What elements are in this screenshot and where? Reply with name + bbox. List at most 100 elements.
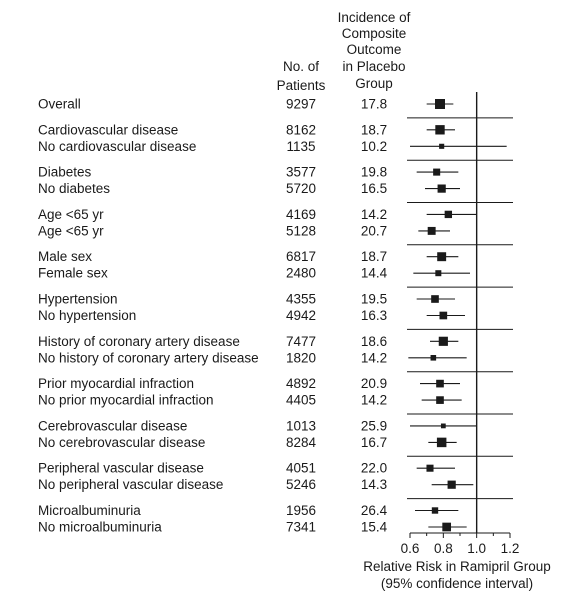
row-label: Age <65 yr — [38, 207, 104, 222]
point-estimate — [435, 99, 445, 109]
row-patient-count: 6817 — [286, 249, 316, 264]
row-incidence: 17.8 — [361, 97, 387, 112]
row-label: Female sex — [38, 266, 108, 281]
row-patient-count: 7341 — [286, 520, 316, 535]
point-estimate — [444, 210, 453, 219]
row-label: Age <65 yr — [38, 223, 104, 238]
row-incidence: 14.3 — [361, 477, 387, 492]
incidence-header-line-3: Outcome — [347, 42, 402, 57]
row-label: Diabetes — [38, 165, 92, 180]
row-incidence: 22.0 — [361, 461, 387, 476]
row-label: Peripheral vascular disease — [38, 461, 204, 476]
row-patient-count: 4405 — [286, 393, 316, 408]
row-incidence: 16.7 — [361, 435, 387, 450]
row-group: Age <65 yr 4169 14.2 Age <65 yr 5128 20.7 — [38, 207, 387, 239]
plot-area — [407, 92, 513, 533]
point-estimate — [431, 507, 439, 514]
point-estimate — [435, 270, 442, 277]
point-estimate — [427, 226, 436, 235]
row-patient-count: 8162 — [286, 122, 316, 137]
point-estimate — [436, 396, 444, 404]
point-estimate — [430, 355, 437, 361]
row-incidence: 14.2 — [361, 393, 387, 408]
x-tick-label: 1.2 — [501, 541, 520, 556]
row-label: No hypertension — [38, 308, 136, 323]
row-patient-count: 5128 — [286, 223, 316, 238]
table-row: Age <65 yr 4169 14.2 — [38, 207, 387, 222]
row-incidence: 19.5 — [361, 292, 387, 307]
table-row: Prior myocardial infraction 4892 20.9 — [38, 376, 387, 391]
row-label: No cerebrovascular disease — [38, 435, 205, 450]
row-group: Diabetes 3577 19.8 No diabetes 5720 16.5 — [38, 165, 387, 197]
row-patient-count: 1956 — [286, 503, 316, 518]
row-group: Overall 9297 17.8 — [38, 97, 387, 112]
x-axis: Relative Risk in Ramipril Group (95% con… — [363, 532, 551, 591]
row-patient-count: 1013 — [286, 418, 316, 433]
table-row: Cardiovascular disease 8162 18.7 — [38, 122, 387, 137]
row-label: No diabetes — [38, 181, 110, 196]
row-patient-count: 1820 — [286, 350, 316, 365]
row-incidence: 14.2 — [361, 350, 387, 365]
row-group: Prior myocardial infraction 4892 20.9 No pr… — [38, 376, 387, 408]
row-label: Hypertension — [38, 292, 118, 307]
row-patient-count: 4942 — [286, 308, 316, 323]
point-estimate — [447, 480, 456, 489]
point-estimate — [437, 184, 446, 193]
incidence-header-line-1: Incidence of — [338, 10, 411, 25]
table-row: No microalbuminuria 7341 15.4 — [38, 520, 388, 535]
table-row: No diabetes 5720 16.5 — [38, 181, 387, 196]
row-patient-count: 7477 — [286, 334, 316, 349]
point-estimate — [436, 379, 444, 388]
table-row: No hypertension 4942 16.3 — [38, 308, 387, 323]
incidence-header-line-5: Group — [355, 76, 393, 91]
point-estimate — [439, 143, 445, 149]
row-patient-count: 5720 — [286, 181, 316, 196]
row-label: No peripheral vascular disease — [38, 477, 223, 492]
row-incidence: 20.9 — [361, 376, 387, 391]
x-axis-label-line-1: Relative Risk in Ramipril Group — [363, 559, 551, 574]
table-row: Female sex 2480 14.4 — [38, 266, 388, 281]
row-label: Overall — [38, 97, 81, 112]
row-incidence: 16.3 — [361, 308, 387, 323]
point-estimate — [431, 295, 439, 303]
point-estimate — [440, 423, 446, 429]
row-group: Male sex 6817 18.7 Female sex 2480 14.4 — [38, 249, 388, 281]
row-label: History of coronary artery disease — [38, 334, 240, 349]
table-row: No cardiovascular disease 1135 10.2 — [38, 139, 387, 154]
row-incidence: 14.4 — [361, 266, 388, 281]
row-incidence: 14.2 — [361, 207, 387, 222]
row-group: Microalbuminuria 1956 26.4 No microalbuminu… — [38, 503, 388, 535]
incidence-header-line-4: in Placebo — [342, 59, 405, 74]
row-label: Microalbuminuria — [38, 503, 141, 518]
row-patient-count: 4051 — [286, 461, 316, 476]
row-group: Cardiovascular disease 8162 18.7 No cardiov… — [38, 122, 387, 154]
row-label: Cardiovascular disease — [38, 122, 178, 137]
table-row: No prior myocardial infraction 4405 14.2 — [38, 393, 387, 408]
row-label: Prior myocardial infraction — [38, 376, 194, 391]
row-patient-count: 8284 — [286, 435, 317, 450]
table-rows: Overall 9297 17.8 Cardiovascular disease 816… — [38, 97, 388, 535]
table-row: Overall 9297 17.8 — [38, 97, 387, 112]
x-tick-label: 0.8 — [434, 541, 453, 556]
point-estimate — [426, 464, 434, 472]
point-estimate — [436, 437, 447, 448]
row-incidence: 20.7 — [361, 223, 387, 238]
row-incidence: 18.6 — [361, 334, 387, 349]
row-incidence: 25.9 — [361, 418, 387, 433]
row-label: No microalbuminuria — [38, 520, 162, 535]
x-tick-label: 1.0 — [467, 541, 486, 556]
row-patient-count: 5246 — [286, 477, 316, 492]
table-row: No peripheral vascular disease 5246 14.3 — [38, 477, 387, 492]
row-incidence: 18.7 — [361, 249, 387, 264]
row-patient-count: 4892 — [286, 376, 316, 391]
row-label: Cerebrovascular disease — [38, 418, 187, 433]
point-estimate — [435, 125, 445, 135]
row-incidence: 15.4 — [361, 520, 388, 535]
column-headers: No. of Patients Incidence of Composite O… — [277, 10, 411, 93]
row-label: No history of coronary artery disease — [38, 350, 259, 365]
point-estimate — [439, 311, 448, 320]
row-group: Hypertension 4355 19.5 No hypertension 4942 1… — [38, 292, 387, 324]
row-incidence: 19.8 — [361, 165, 387, 180]
row-incidence: 26.4 — [361, 503, 388, 518]
